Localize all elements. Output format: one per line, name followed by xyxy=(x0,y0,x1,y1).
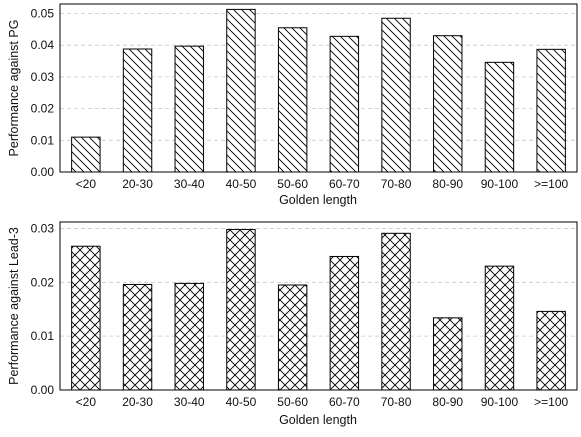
bar xyxy=(174,282,204,391)
y-tick-label: 0.05 xyxy=(31,7,55,21)
x-tick-label: 60-70 xyxy=(329,177,360,191)
x-tick-label: >=100 xyxy=(534,177,568,191)
bar xyxy=(536,48,566,173)
bar xyxy=(433,317,463,391)
y-tick-label: 0.00 xyxy=(31,383,55,397)
x-tick-label: 70-80 xyxy=(381,395,412,409)
y-tick-label: 0.02 xyxy=(31,102,55,116)
bar xyxy=(433,35,463,173)
y-axis-label-bottom: Performance against Lead-3 xyxy=(7,227,21,385)
x-tick-label: 90-100 xyxy=(481,177,519,191)
y-tick-label: 0.03 xyxy=(31,70,55,84)
bars-top xyxy=(71,8,566,173)
y-tick-label: 0.02 xyxy=(31,275,55,289)
x-tick-label: 50-60 xyxy=(277,395,308,409)
plot-frame-top xyxy=(59,3,578,173)
y-ticks-bottom: 0.00 0.01 0.02 0.03 xyxy=(31,221,55,397)
x-tick-label: 40-50 xyxy=(226,395,257,409)
y-tick-label: 0.00 xyxy=(31,165,55,179)
y-tick-label: 0.04 xyxy=(31,38,55,52)
x-tick-label: 20-30 xyxy=(122,395,153,409)
bar xyxy=(277,27,308,173)
bar xyxy=(484,61,515,173)
x-ticks-bottom: <20 20-30 30-40 40-50 50-60 60-70 70-80 80-90 90… xyxy=(76,395,569,409)
y-tick-label: 0.03 xyxy=(31,221,55,235)
bar xyxy=(71,245,101,391)
bar xyxy=(329,35,360,173)
bar xyxy=(122,48,153,173)
y-ticks-top: 0.00 0.01 0.02 0.03 0.04 0.05 xyxy=(31,7,55,179)
x-tick-label: 70-80 xyxy=(381,177,412,191)
x-tick-label: 80-90 xyxy=(432,177,463,191)
bar xyxy=(381,232,411,391)
x-tick-label: 90-100 xyxy=(481,395,519,409)
bar xyxy=(484,265,515,391)
bar xyxy=(71,136,101,173)
x-tick-label: >=100 xyxy=(534,395,568,409)
y-axis-label-top: Performance against PG xyxy=(7,20,21,157)
x-tick-label: 40-50 xyxy=(226,177,257,191)
chart-bottom: 0.00 0.01 0.02 0.03 <20 20-30 30-40 40-50 50-60… xyxy=(7,221,578,427)
x-tick-label: 80-90 xyxy=(432,395,463,409)
x-tick-label: 50-60 xyxy=(277,177,308,191)
bar xyxy=(381,17,411,173)
plot-frame-bottom xyxy=(59,221,578,391)
bar xyxy=(174,45,204,173)
bar xyxy=(277,284,308,391)
x-axis-label-top: Golden length xyxy=(279,193,357,207)
bars-bottom xyxy=(71,229,566,391)
x-tick-label: 30-40 xyxy=(174,177,205,191)
y-tick-label: 0.01 xyxy=(31,133,55,147)
x-tick-label: <20 xyxy=(76,177,97,191)
x-tick-label: 30-40 xyxy=(174,395,205,409)
bar xyxy=(122,283,153,391)
x-tick-label: <20 xyxy=(76,395,97,409)
y-tick-label: 0.01 xyxy=(31,329,55,343)
x-ticks-top: <20 20-30 30-40 40-50 50-60 60-70 70-80 80-90 90… xyxy=(76,177,569,191)
bar xyxy=(226,8,256,173)
x-tick-label: 60-70 xyxy=(329,395,360,409)
bar xyxy=(329,255,360,391)
x-axis-label-bottom: Golden length xyxy=(279,413,357,427)
bar xyxy=(226,229,256,391)
bar xyxy=(536,310,566,391)
chart-top: 0.00 0.01 0.02 0.03 0.04 0.05 <20 20-30 30-40 40… xyxy=(7,3,578,207)
x-tick-label: 20-30 xyxy=(122,177,153,191)
